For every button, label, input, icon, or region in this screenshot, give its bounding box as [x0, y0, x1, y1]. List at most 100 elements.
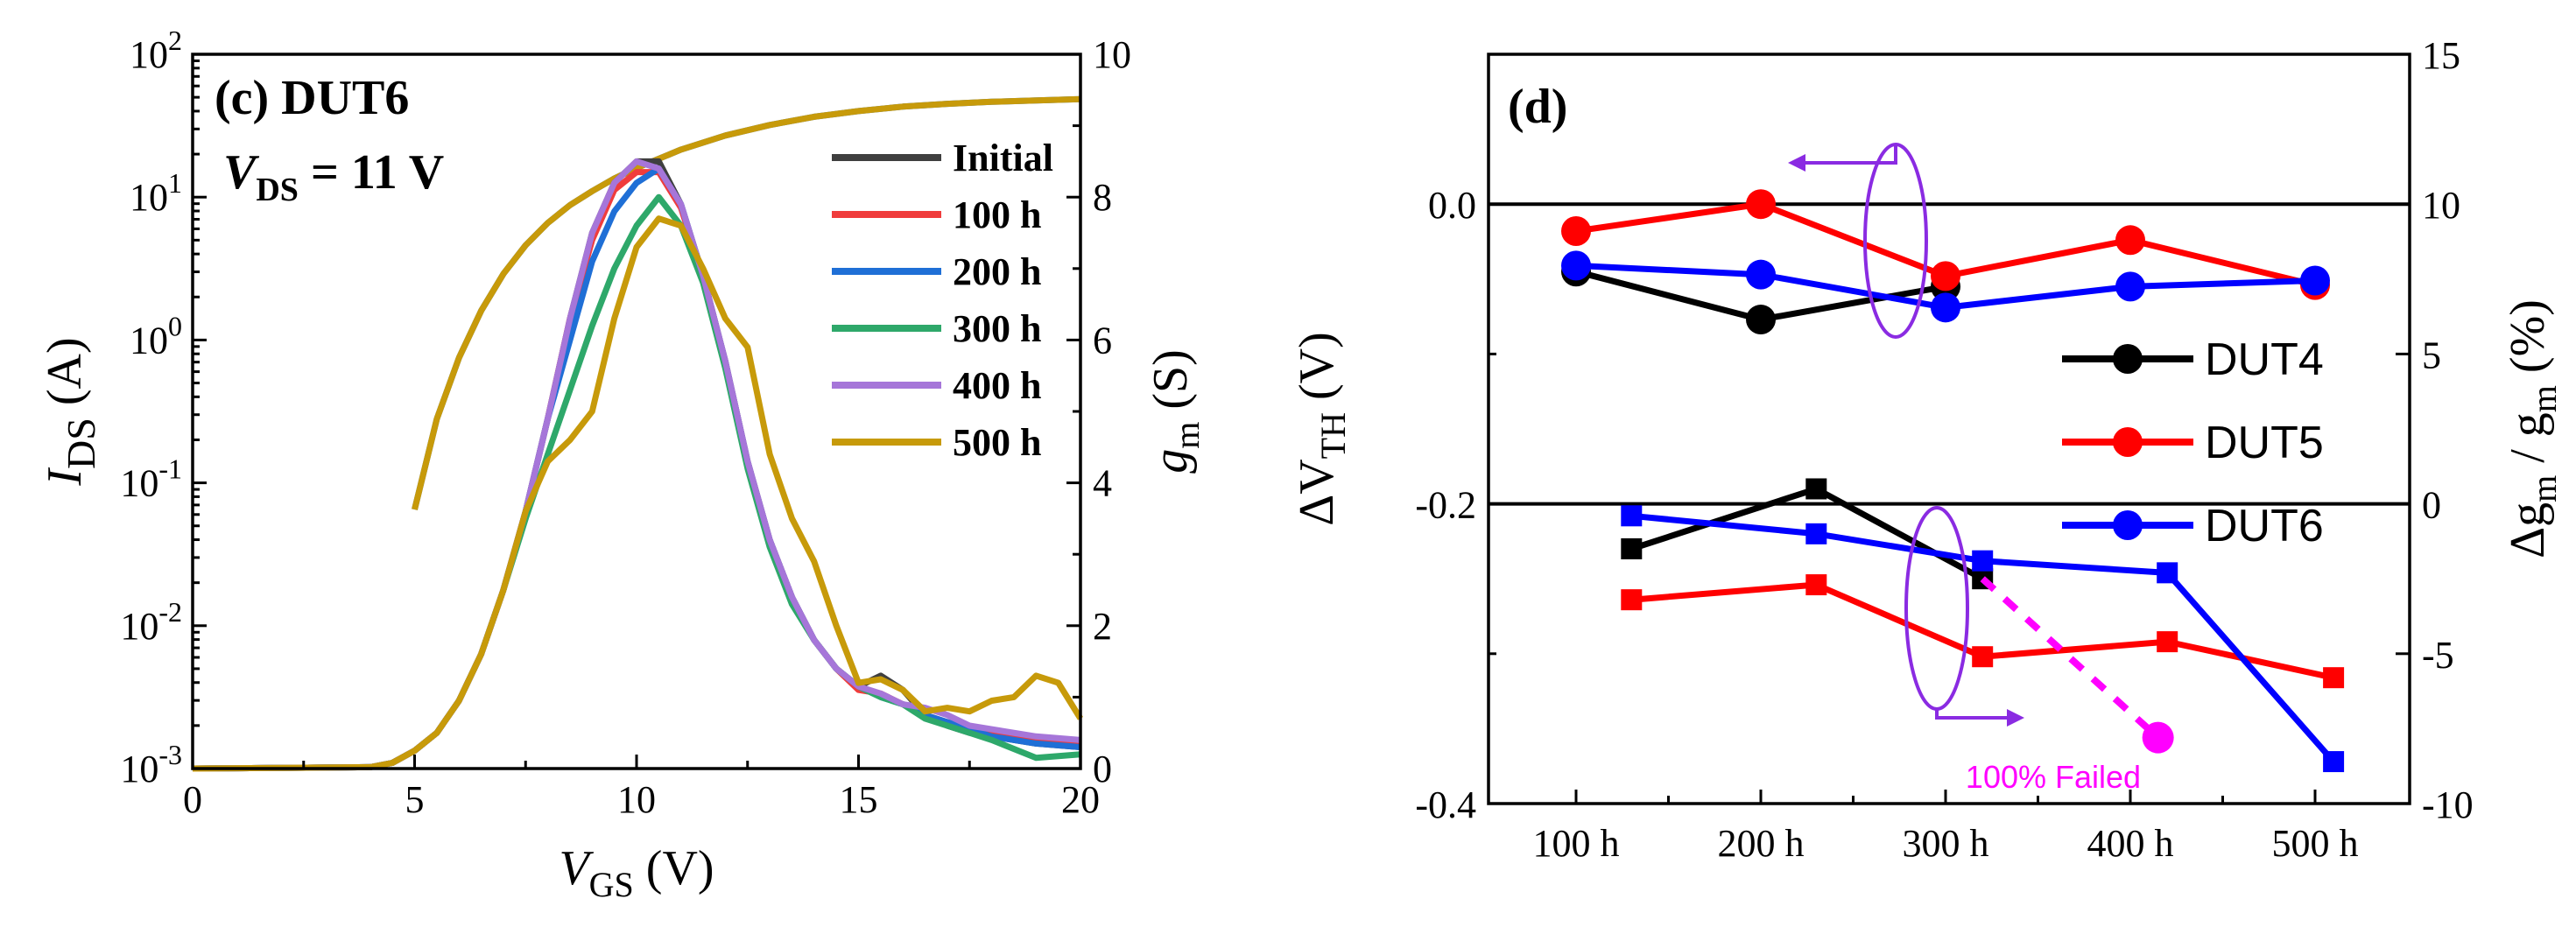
- d-y-ticks-left: -0.4 -0.2 0.0: [1415, 184, 1503, 826]
- c-y-tick-label-right: 8: [1093, 176, 1112, 219]
- c-x-tick-label: 5: [405, 778, 425, 821]
- d-gm-point-dut6: [1972, 550, 1994, 572]
- c-legend-label: 500 h: [953, 421, 1041, 464]
- c-y-tick-label-right: 0: [1093, 748, 1112, 790]
- c-y-ticks-left: 10-3 10-2 10-1 100 101 102: [120, 25, 207, 790]
- d-y-tick-label-left: -0.2: [1415, 484, 1476, 527]
- c-legend-label: Initial: [953, 137, 1053, 179]
- d-legend-marker: [2113, 427, 2143, 457]
- c-y-tick-label-left: 10-3: [120, 739, 182, 790]
- c-y-axis-title-right: gm (S): [1144, 349, 1207, 474]
- d-vth-point-dut4: [1746, 305, 1776, 335]
- c-y-tick-label-left: 101: [130, 167, 182, 219]
- d-x-tick-label: 500 h: [2272, 822, 2359, 865]
- d-y-tick-label-right: -10: [2422, 783, 2474, 826]
- gm-series-500-h: [192, 215, 1083, 772]
- c-x-tick-label: 20: [1061, 778, 1100, 821]
- c-condition: VDS = 11 V: [223, 145, 444, 208]
- c-x-tick-label: 10: [617, 778, 656, 821]
- c-y-tick-label-right: 10: [1093, 33, 1131, 76]
- d-arrow-left-head: [1788, 154, 1805, 172]
- d-ellipse-lower: [1904, 506, 1969, 711]
- c-y-tick-label-right: 2: [1093, 605, 1112, 648]
- d-vth-point-dut6: [2300, 265, 2330, 296]
- d-panel-title: (d): [1508, 80, 1567, 134]
- d-failed-label: 100% Failed: [1966, 759, 2141, 795]
- c-y-tick-label-right: 4: [1093, 462, 1112, 505]
- c-legend-label: 100 h: [953, 193, 1041, 236]
- d-arrow-right-line: [1935, 707, 2014, 720]
- d-vth-point-dut6: [1746, 259, 1776, 290]
- d-vth-point-dut6: [1561, 250, 1591, 281]
- gm-series-200-h: [192, 165, 1081, 772]
- d-vth-point-dut5: [1746, 189, 1776, 220]
- c-curves: [192, 95, 1083, 772]
- d-vth-point-dut5: [1931, 261, 1960, 291]
- d-y-tick-label-left: -0.4: [1415, 783, 1476, 826]
- gm-series-300-h: [192, 193, 1081, 772]
- d-legend-marker: [2113, 510, 2143, 540]
- d-arrow-right-head: [2007, 709, 2024, 727]
- c-y-tick-label-left: 10-2: [120, 596, 182, 648]
- c-y-ticks-right: 0 2 4 6 8 10: [1066, 33, 1131, 790]
- d-gm-point-dut5: [2157, 631, 2178, 653]
- d-reference-lines: [1489, 202, 2410, 506]
- c-legend: Initial 100 h 200 h 300 h 400 h 500 h: [832, 137, 1053, 464]
- d-y-tick-label-right: 10: [2422, 184, 2460, 227]
- ids-curve-1: [412, 95, 1081, 510]
- c-y-tick-label-left: 102: [130, 25, 182, 76]
- d-y-ticks-right: -10 -5 0 5 10 15: [2396, 34, 2474, 826]
- d-annotations: 100% Failed: [1788, 143, 2174, 795]
- d-y-axis-title-right: Δgm / gm (%): [2501, 299, 2564, 558]
- d-x-tick-label: 400 h: [2087, 822, 2174, 865]
- d-gm-point-dut5: [1972, 646, 1994, 668]
- d-x-tick-label: 200 h: [1718, 822, 1805, 865]
- d-legend-label: DUT5: [2205, 418, 2324, 468]
- panel-c: 0 5 10 15 20 10-3 10-2 10-1 100 101 102 0 2 4 6 8 10 (…: [38, 25, 1207, 904]
- d-legend-label: DUT4: [2205, 334, 2324, 385]
- c-y-tick-label-left: 10-1: [120, 453, 182, 505]
- d-vth-point-dut6: [2115, 271, 2145, 302]
- d-failed-line: [1980, 576, 2161, 741]
- d-legend-label: DUT6: [2205, 501, 2324, 551]
- d-y-tick-label-right: -5: [2422, 634, 2454, 677]
- c-panel-title: (c) DUT6: [215, 71, 409, 125]
- c-y-tick-label-right: 6: [1093, 319, 1112, 362]
- c-x-ticks: 0 5 10 15 20: [183, 755, 1100, 821]
- d-legend: DUT4 DUT5 DUT6: [2062, 334, 2324, 551]
- d-y-tick-label-right: 5: [2422, 334, 2441, 376]
- d-plot-frame: [1487, 53, 2411, 805]
- d-vth-point-dut5: [2115, 225, 2145, 256]
- d-gm-point-dut6: [2323, 751, 2345, 773]
- c-legend-label: 200 h: [953, 250, 1041, 293]
- d-failed-marker: [2142, 721, 2174, 754]
- c-x-tick-label: 15: [840, 778, 878, 821]
- d-legend-marker: [2113, 344, 2143, 374]
- d-gm-point-dut5: [2323, 667, 2345, 689]
- d-gm-point-dut4: [1805, 478, 1827, 500]
- c-y-axis-title-left: IDS (A): [38, 337, 103, 486]
- d-gm-point-dut5: [1805, 574, 1827, 596]
- d-x-tick-label: 100 h: [1533, 822, 1620, 865]
- d-vth-point-dut6: [1931, 292, 1960, 323]
- d-x-ticks: 100 h 200 h 300 h 400 h 500 h: [1533, 790, 2359, 865]
- d-gm-point-dut6: [1805, 523, 1827, 544]
- d-gm-point-dut6: [2157, 562, 2178, 584]
- c-legend-label: 300 h: [953, 307, 1041, 350]
- d-y-tick-label-left: 0.0: [1428, 184, 1476, 227]
- d-ellipse-upper: [1863, 143, 1928, 339]
- d-gm-point-dut4: [1621, 537, 1643, 559]
- d-gm-point-dut5: [1621, 589, 1643, 611]
- d-x-tick-label: 300 h: [1903, 822, 1989, 865]
- d-gm-point-dut6: [1621, 505, 1643, 527]
- d-series: [1561, 189, 2345, 773]
- d-y-tick-label-right: 0: [2422, 484, 2441, 527]
- c-y-tick-label-left: 100: [130, 310, 182, 362]
- d-vth-point-dut5: [1561, 216, 1591, 247]
- d-y-axis-title-left: ΔVTH (V): [1290, 332, 1353, 526]
- panel-d: 100% Failed 100 h 200 h 300 h 400 h 500 h -0…: [1290, 34, 2564, 865]
- gm-series-100-h: [192, 169, 1081, 772]
- c-x-tick-label: 0: [183, 778, 202, 821]
- c-legend-label: 400 h: [953, 364, 1041, 407]
